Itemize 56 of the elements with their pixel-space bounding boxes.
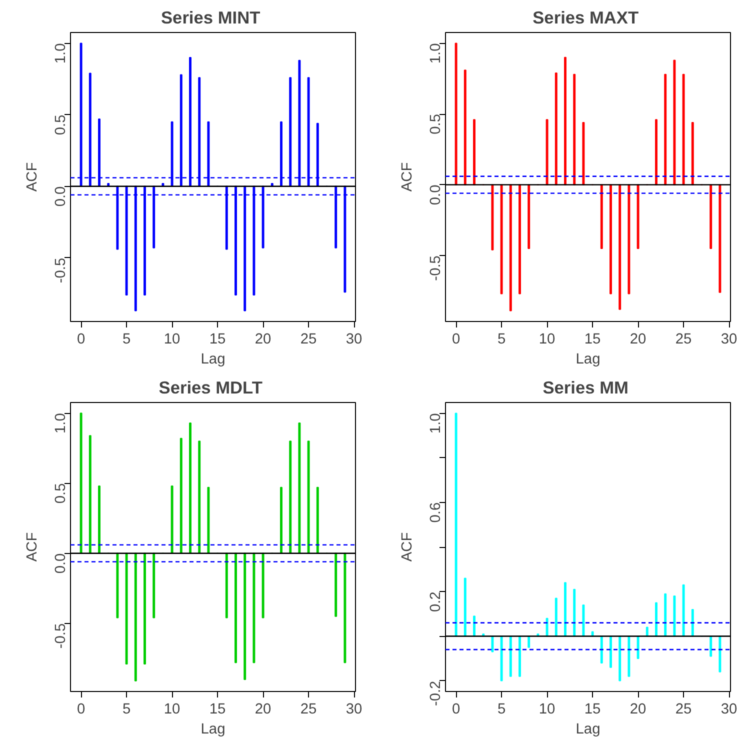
x-tick-label: 0 <box>76 702 86 718</box>
y-tick-label: 0.0 <box>428 184 444 206</box>
x-tick-label: 25 <box>300 702 317 718</box>
chart-title: Series MAXT <box>532 8 639 28</box>
chart-title: Series MDLT <box>158 378 263 398</box>
x-tick-label: 15 <box>209 702 226 718</box>
y-axis-title: ACF <box>24 162 40 192</box>
y-tick-label: -0.2 <box>428 680 444 706</box>
x-tick-label: 5 <box>122 702 131 718</box>
x-tick-label: 10 <box>538 702 556 718</box>
x-tick-label: 20 <box>254 332 272 348</box>
x-axis-title: Lag <box>200 352 226 368</box>
x-tick-label: 10 <box>164 332 180 348</box>
y-tick-label: 1.0 <box>428 43 444 64</box>
y-axis-title: ACF <box>400 532 416 562</box>
y-tick-label: 0.5 <box>428 114 444 134</box>
x-tick-label: 30 <box>720 702 738 718</box>
y-tick-label: 0.0 <box>53 186 69 207</box>
y-tick-label: 0.0 <box>53 553 69 574</box>
x-tick-label: 10 <box>164 702 180 718</box>
x-tick-label: 20 <box>630 332 646 348</box>
x-tick-label: 0 <box>76 332 86 348</box>
x-tick-label: 20 <box>630 702 646 718</box>
y-axis-title: ACF <box>24 532 40 562</box>
x-tick-label: 5 <box>497 332 506 348</box>
x-tick-label: 0 <box>452 332 460 348</box>
x-axis-title: Lag <box>576 352 600 368</box>
x-tick-label: 25 <box>675 332 692 348</box>
x-tick-label: 30 <box>346 702 362 718</box>
y-tick-label: -0.5 <box>53 623 69 649</box>
x-tick-label: 10 <box>538 332 556 348</box>
y-tick-label: 1.0 <box>53 413 69 434</box>
y-tick-label: 1.0 <box>428 413 444 434</box>
y-tick-label: 0.5 <box>53 114 69 136</box>
x-tick-label: 30 <box>346 332 362 348</box>
x-tick-label: 15 <box>209 332 226 348</box>
x-tick-label: 15 <box>584 332 601 348</box>
y-tick-label: 0.5 <box>53 483 69 504</box>
y-tick-label: -0.5 <box>53 258 69 284</box>
y-tick-label: 0.6 <box>428 502 444 523</box>
chart-title: Series MINT <box>161 8 261 28</box>
x-tick-label: 20 <box>254 702 272 718</box>
y-axis-title: ACF <box>400 162 416 192</box>
x-tick-label: 25 <box>300 332 317 348</box>
chart-title: Series MM <box>542 378 628 398</box>
y-tick-label: 1.0 <box>53 43 69 64</box>
x-tick-label: 0 <box>452 702 460 718</box>
y-tick-label: 0.2 <box>428 592 444 612</box>
y-tick-label: -0.5 <box>428 256 444 281</box>
x-tick-label: 15 <box>584 702 601 718</box>
x-axis-title: Lag <box>200 722 226 738</box>
x-tick-label: 5 <box>497 702 506 718</box>
x-tick-label: 30 <box>720 332 738 348</box>
x-axis-title: Lag <box>576 722 600 738</box>
x-tick-label: 25 <box>675 702 692 718</box>
x-tick-label: 5 <box>122 332 131 348</box>
